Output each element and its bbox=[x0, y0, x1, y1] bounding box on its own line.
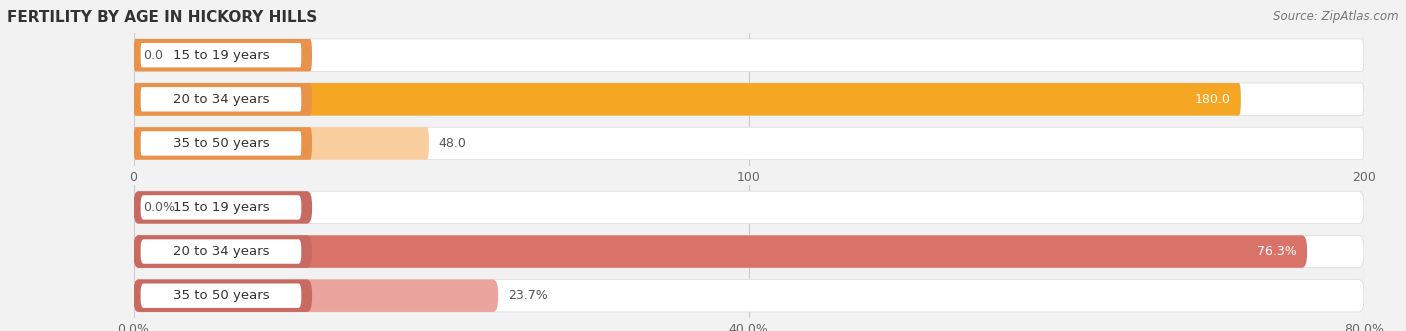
FancyBboxPatch shape bbox=[134, 127, 429, 160]
Text: Source: ZipAtlas.com: Source: ZipAtlas.com bbox=[1274, 10, 1399, 23]
FancyBboxPatch shape bbox=[141, 87, 301, 112]
FancyBboxPatch shape bbox=[141, 195, 301, 220]
FancyBboxPatch shape bbox=[134, 39, 1364, 71]
FancyBboxPatch shape bbox=[141, 283, 301, 308]
FancyBboxPatch shape bbox=[134, 235, 1308, 268]
Text: 48.0: 48.0 bbox=[439, 137, 467, 150]
Text: 15 to 19 years: 15 to 19 years bbox=[173, 201, 270, 214]
FancyBboxPatch shape bbox=[134, 191, 1364, 224]
Text: 0.0%: 0.0% bbox=[143, 201, 176, 214]
Text: 20 to 34 years: 20 to 34 years bbox=[173, 93, 269, 106]
FancyBboxPatch shape bbox=[134, 191, 312, 224]
FancyBboxPatch shape bbox=[134, 279, 312, 312]
Text: 180.0: 180.0 bbox=[1195, 93, 1232, 106]
FancyBboxPatch shape bbox=[141, 239, 301, 264]
FancyBboxPatch shape bbox=[134, 83, 312, 116]
Text: 76.3%: 76.3% bbox=[1257, 245, 1298, 258]
FancyBboxPatch shape bbox=[134, 279, 498, 312]
FancyBboxPatch shape bbox=[134, 39, 312, 71]
Text: 20 to 34 years: 20 to 34 years bbox=[173, 245, 269, 258]
Text: 35 to 50 years: 35 to 50 years bbox=[173, 137, 270, 150]
FancyBboxPatch shape bbox=[134, 127, 1364, 160]
Text: FERTILITY BY AGE IN HICKORY HILLS: FERTILITY BY AGE IN HICKORY HILLS bbox=[7, 10, 318, 25]
Text: 23.7%: 23.7% bbox=[508, 289, 547, 302]
FancyBboxPatch shape bbox=[134, 235, 1364, 268]
Text: 35 to 50 years: 35 to 50 years bbox=[173, 289, 270, 302]
Text: 0.0: 0.0 bbox=[143, 49, 163, 62]
FancyBboxPatch shape bbox=[134, 83, 1364, 116]
Text: 15 to 19 years: 15 to 19 years bbox=[173, 49, 270, 62]
FancyBboxPatch shape bbox=[141, 43, 301, 68]
FancyBboxPatch shape bbox=[134, 279, 1364, 312]
FancyBboxPatch shape bbox=[134, 127, 312, 160]
FancyBboxPatch shape bbox=[134, 235, 312, 268]
FancyBboxPatch shape bbox=[134, 83, 1241, 116]
FancyBboxPatch shape bbox=[141, 131, 301, 156]
